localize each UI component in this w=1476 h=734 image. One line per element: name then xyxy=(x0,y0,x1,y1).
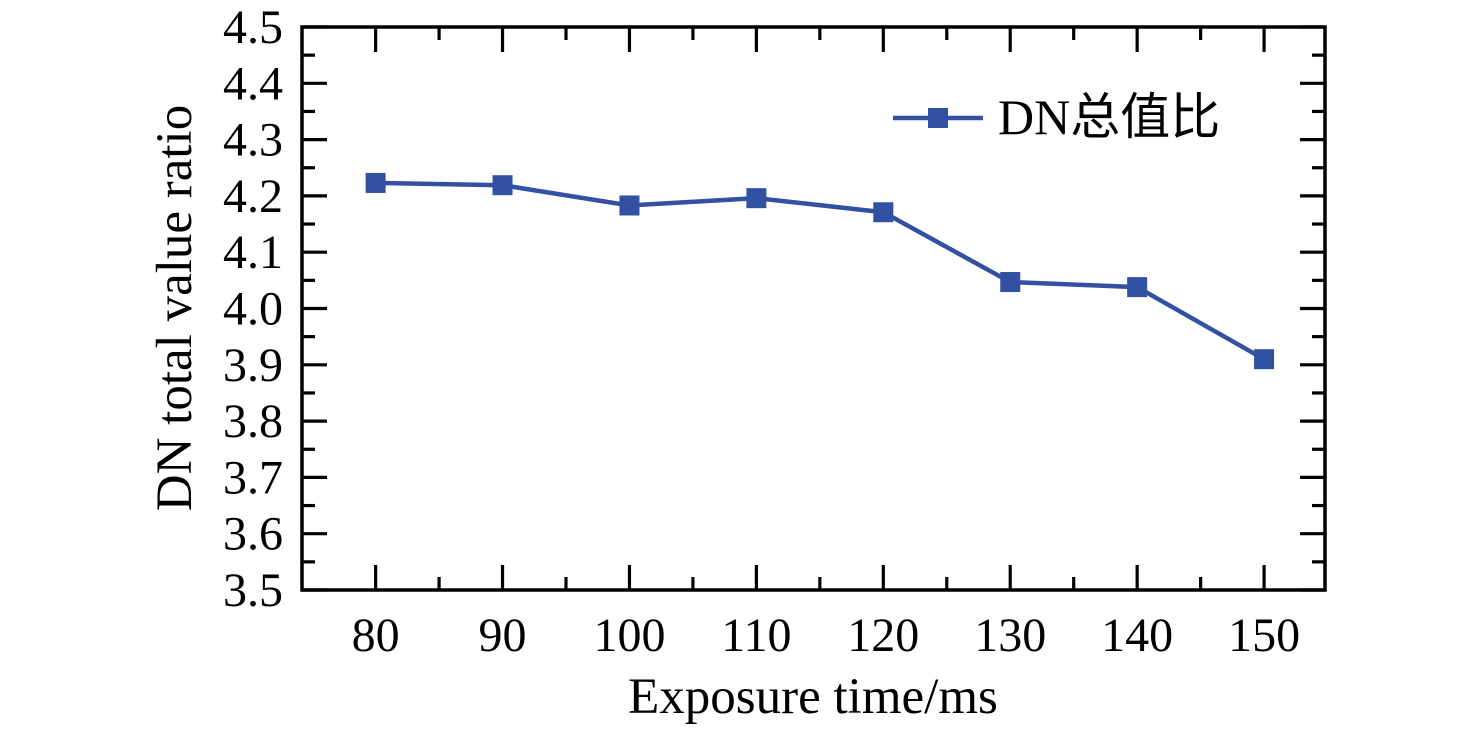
x-tick-label: 100 xyxy=(593,609,665,662)
x-axis-title: Exposure time/ms xyxy=(628,669,998,725)
data-point-marker xyxy=(365,172,386,193)
x-tick-label: 130 xyxy=(974,609,1046,662)
y-axis-title: DN total value ratio xyxy=(147,105,203,511)
series-line xyxy=(375,180,1266,362)
data-point-marker xyxy=(492,175,513,196)
x-tick-label: 90 xyxy=(479,609,527,662)
legend-label: DN总值比 xyxy=(998,89,1220,145)
legend-square-marker-icon xyxy=(928,108,948,128)
y-tick-label: 4.1 xyxy=(223,226,283,279)
data-point-marker xyxy=(619,195,640,216)
data-point-marker xyxy=(746,188,767,209)
data-point-marker xyxy=(1254,349,1275,370)
y-tick-label: 3.7 xyxy=(223,451,283,504)
axis-ticks: 80 90 100 110 120 130 140 150 3.53.63.73.83.94.0… xyxy=(223,1,1325,662)
y-tick-label: 4.0 xyxy=(223,283,283,336)
y-tick-label: 3.6 xyxy=(223,508,283,561)
x-tick-label: 110 xyxy=(721,609,791,662)
y-tick-label: 4.4 xyxy=(223,57,283,110)
y-tick-label: 4.2 xyxy=(223,170,283,223)
y-tick-label: 4.3 xyxy=(223,114,283,167)
x-tick-label: 120 xyxy=(847,609,919,662)
x-tick-label: 80 xyxy=(352,609,400,662)
data-point-marker xyxy=(1000,272,1021,293)
data-point-marker xyxy=(873,202,894,223)
y-tick-label: 3.9 xyxy=(223,339,283,392)
data-series xyxy=(365,172,1275,370)
y-tick-label: 3.8 xyxy=(223,395,283,448)
data-point-marker xyxy=(1127,277,1148,298)
y-tick-label: 3.5 xyxy=(223,564,283,617)
y-tick-label: 4.5 xyxy=(223,1,283,54)
x-tick-label: 150 xyxy=(1228,609,1300,662)
x-tick-label: 140 xyxy=(1101,609,1173,662)
legend: DN总值比 xyxy=(893,89,1220,145)
